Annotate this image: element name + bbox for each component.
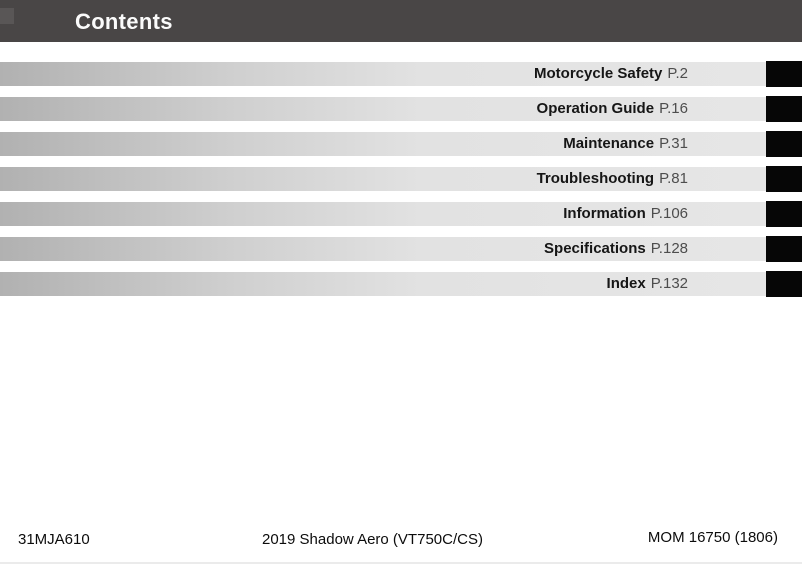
toc-entry-page: P.81: [659, 170, 688, 187]
toc-entry-page: P.31: [659, 135, 688, 152]
toc-entry-label: Information: [563, 205, 646, 222]
toc-entry-page: P.128: [650, 240, 688, 257]
toc-entry-label: Troubleshooting: [536, 170, 655, 187]
toc-bar[interactable]: Troubleshooting P.81: [0, 167, 766, 191]
toc-row-operation-guide[interactable]: Operation Guide P.16: [0, 96, 802, 122]
footer-model-name: 2019 Shadow Aero (VT750C/CS): [262, 531, 483, 548]
toc-entry-page: P.132: [650, 275, 688, 292]
toc-edge-tab: [766, 131, 802, 157]
footer-document-number: MOM 16750 (1806): [647, 529, 778, 546]
toc-bar[interactable]: Motorcycle Safety P.2: [0, 62, 766, 86]
toc-row-motorcycle-safety[interactable]: Motorcycle Safety P.2: [0, 61, 802, 87]
toc-edge-tab: [766, 166, 802, 192]
toc-entry-label: Motorcycle Safety: [534, 65, 663, 82]
toc-entry-page: P.2: [667, 65, 688, 82]
toc-edge-tab: [766, 271, 802, 297]
toc-row-specifications[interactable]: Specifications P.128: [0, 236, 802, 262]
toc-bar[interactable]: Information P.106: [0, 202, 766, 226]
toc-entry-label: Maintenance: [563, 135, 655, 152]
toc-bar[interactable]: Specifications P.128: [0, 237, 766, 261]
toc-edge-tab: [766, 201, 802, 227]
page-title: Contents: [75, 9, 173, 34]
toc-edge-tab: [766, 236, 802, 262]
header-bar: Contents: [0, 0, 802, 42]
toc-bar[interactable]: Index P.132: [0, 272, 766, 296]
toc-row-information[interactable]: Information P.106: [0, 201, 802, 227]
header-corner-square: [0, 8, 14, 24]
toc-bar[interactable]: Operation Guide P.16: [0, 97, 766, 121]
toc-row-maintenance[interactable]: Maintenance P.31: [0, 131, 802, 157]
toc-entry-page: P.106: [650, 205, 688, 222]
toc-edge-tab: [766, 96, 802, 122]
toc-row-troubleshooting[interactable]: Troubleshooting P.81: [0, 166, 802, 192]
footer-publication-code: 31MJA610: [18, 531, 90, 548]
toc-entry-label: Specifications: [544, 240, 646, 257]
toc-row-index[interactable]: Index P.132: [0, 271, 802, 297]
toc-entry-label: Operation Guide: [536, 100, 655, 117]
toc-entry-label: Index: [606, 275, 646, 292]
toc-entry-page: P.16: [659, 100, 688, 117]
toc-bar[interactable]: Maintenance P.31: [0, 132, 766, 156]
toc-edge-tab: [766, 61, 802, 87]
bottom-rule: [0, 562, 802, 564]
